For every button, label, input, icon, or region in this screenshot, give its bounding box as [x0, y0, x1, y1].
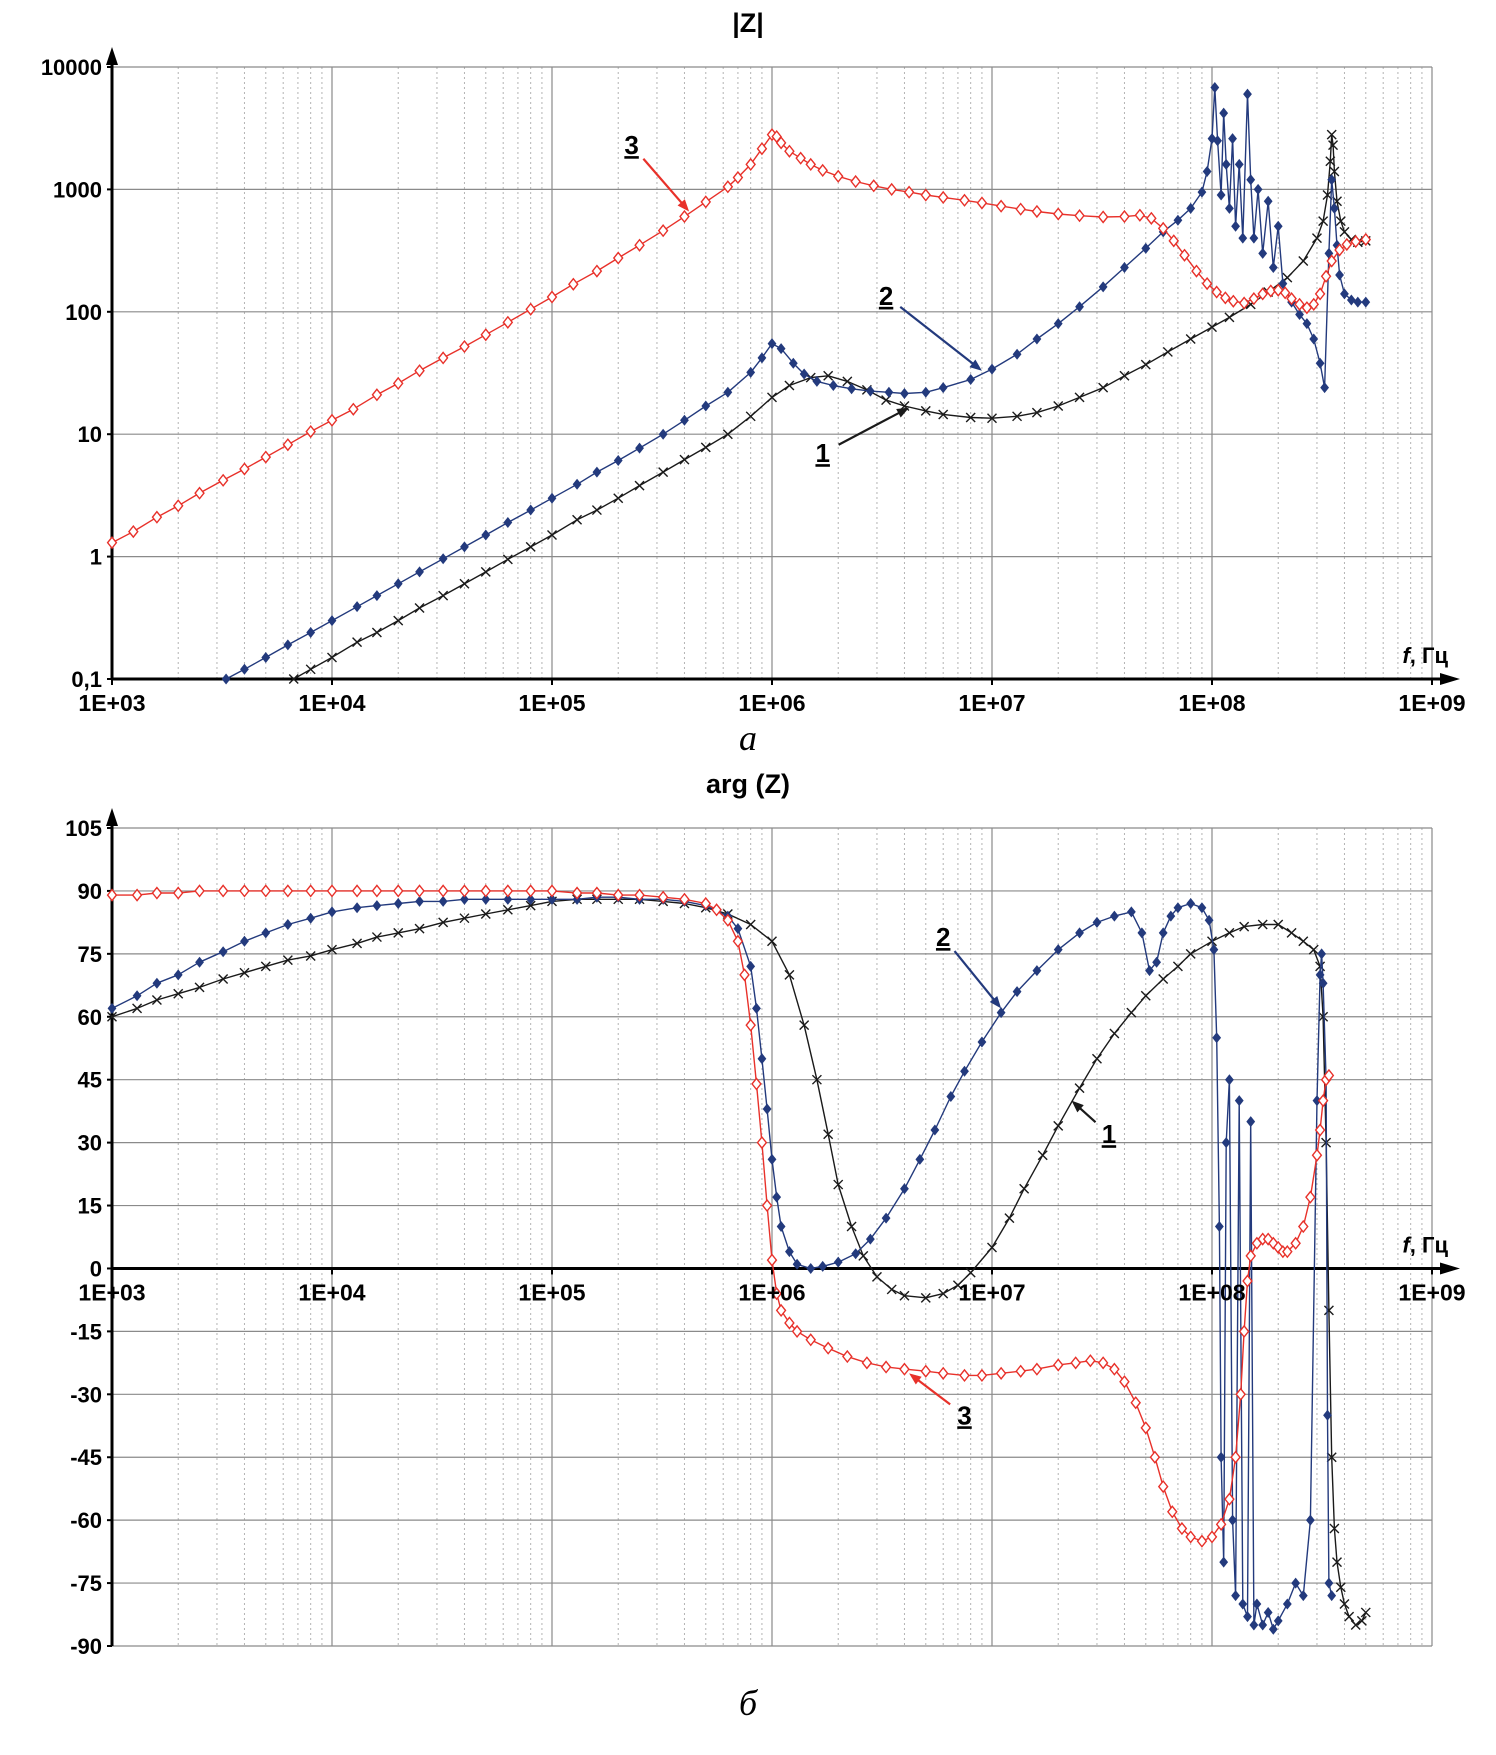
- svg-text:10: 10: [78, 422, 102, 447]
- phase-chart-caption: б: [738, 1683, 758, 1723]
- svg-text:90: 90: [78, 879, 102, 904]
- svg-text:-90: -90: [70, 1634, 102, 1659]
- svg-text:15: 15: [78, 1194, 102, 1219]
- svg-text:1: 1: [90, 545, 102, 570]
- svg-text:30: 30: [78, 1131, 102, 1156]
- svg-text:1E+05: 1E+05: [518, 1279, 585, 1305]
- svg-text:75: 75: [78, 942, 102, 967]
- magnitude-chart-title: |Z|: [732, 8, 764, 38]
- svg-text:1E+08: 1E+08: [1178, 1279, 1245, 1305]
- svg-text:1E+09: 1E+09: [1398, 690, 1465, 716]
- svg-text:-45: -45: [70, 1445, 102, 1470]
- svg-text:1: 1: [815, 438, 829, 468]
- svg-text:1E+09: 1E+09: [1398, 1279, 1465, 1305]
- svg-text:1E+03: 1E+03: [78, 690, 145, 716]
- svg-text:1E+07: 1E+07: [958, 1279, 1025, 1305]
- svg-text:10000: 10000: [41, 55, 102, 80]
- svg-text:-15: -15: [70, 1319, 102, 1344]
- svg-text:1E+04: 1E+04: [298, 690, 365, 716]
- svg-text:1E+05: 1E+05: [518, 690, 585, 716]
- svg-text:105: 105: [65, 816, 102, 841]
- svg-text:1: 1: [1102, 1119, 1116, 1149]
- svg-text:0,1: 0,1: [71, 667, 102, 692]
- svg-text:3: 3: [957, 1400, 971, 1430]
- svg-text:3: 3: [624, 130, 638, 160]
- svg-text:45: 45: [78, 1068, 102, 1093]
- svg-text:-60: -60: [70, 1508, 102, 1533]
- svg-text:-30: -30: [70, 1382, 102, 1407]
- svg-text:1E+07: 1E+07: [958, 690, 1025, 716]
- svg-text:1E+03: 1E+03: [78, 1279, 145, 1305]
- svg-text:60: 60: [78, 1005, 102, 1030]
- svg-text:1E+06: 1E+06: [738, 690, 805, 716]
- svg-text:1E+04: 1E+04: [298, 1279, 365, 1305]
- svg-text:1E+08: 1E+08: [1178, 690, 1245, 716]
- svg-text:-75: -75: [70, 1571, 102, 1596]
- svg-text:f, Гц: f, Гц: [1402, 1232, 1448, 1257]
- svg-text:1000: 1000: [53, 177, 102, 202]
- phase-chart: 105 90 75 60 45 30 15 0 -15 -30 -45 -60 -75 -90 1E+03 1…: [65, 808, 1466, 1659]
- magnitude-chart: 10000 1000 100 10 1 0,11E+03 1E+04 1E+05 1E+06 1E…: [41, 47, 1466, 716]
- svg-text:2: 2: [936, 922, 950, 952]
- svg-text:f, Гц: f, Гц: [1402, 643, 1448, 668]
- svg-text:1E+06: 1E+06: [738, 1279, 805, 1305]
- phase-chart-title: arg (Z): [706, 769, 790, 799]
- svg-text:2: 2: [879, 281, 893, 311]
- magnitude-chart-caption: а: [739, 718, 757, 758]
- svg-text:0: 0: [90, 1256, 102, 1281]
- svg-text:100: 100: [65, 300, 102, 325]
